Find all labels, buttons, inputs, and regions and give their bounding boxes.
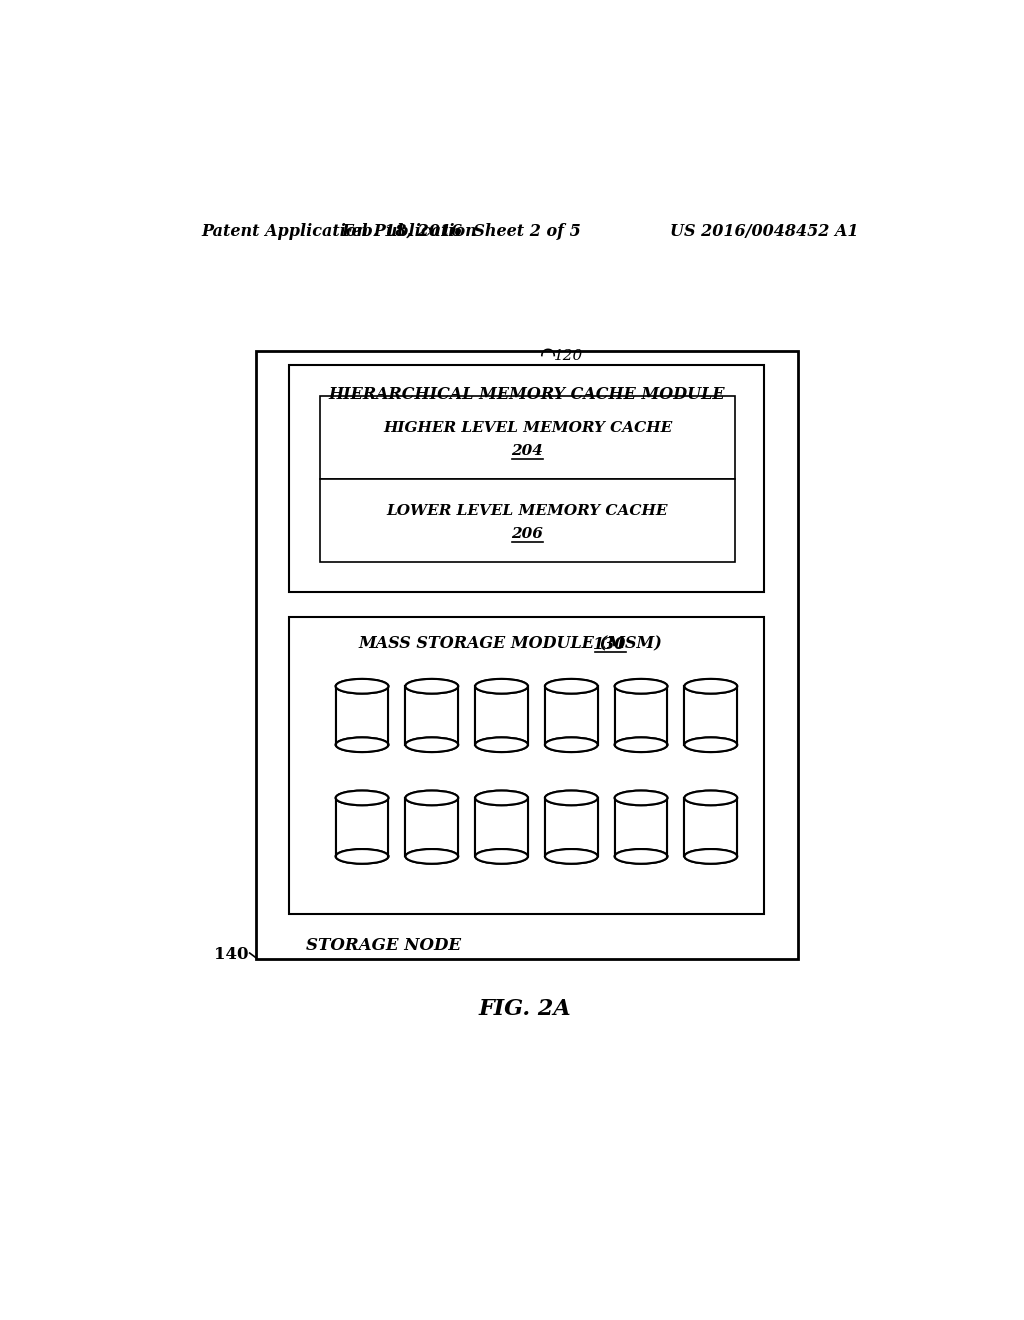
Text: US 2016/0048452 A1: US 2016/0048452 A1 [671, 223, 859, 240]
Text: Feb. 18, 2016  Sheet 2 of 5: Feb. 18, 2016 Sheet 2 of 5 [341, 223, 582, 240]
Text: Patent Application Publication: Patent Application Publication [202, 223, 477, 240]
Text: MASS STORAGE MODULE (MSM): MASS STORAGE MODULE (MSM) [359, 636, 663, 653]
Ellipse shape [406, 738, 458, 752]
Ellipse shape [614, 678, 668, 693]
Ellipse shape [614, 791, 668, 805]
Bar [546, 797, 597, 857]
Ellipse shape [614, 849, 668, 863]
Bar [406, 797, 458, 857]
Ellipse shape [684, 738, 737, 752]
Bar [475, 797, 527, 857]
Ellipse shape [684, 791, 737, 805]
Bar [336, 797, 388, 857]
Text: 130: 130 [593, 636, 627, 653]
Bar [289, 364, 764, 591]
Ellipse shape [475, 738, 528, 752]
Ellipse shape [406, 678, 458, 693]
Text: 120: 120 [554, 348, 583, 363]
Ellipse shape [406, 678, 458, 693]
Text: LOWER LEVEL MEMORY CACHE: LOWER LEVEL MEMORY CACHE [387, 504, 669, 517]
Ellipse shape [545, 678, 598, 693]
Ellipse shape [545, 849, 598, 863]
Ellipse shape [684, 791, 737, 805]
Text: HIERARCHICAL MEMORY CACHE MODULE: HIERARCHICAL MEMORY CACHE MODULE [328, 385, 725, 403]
Ellipse shape [545, 738, 598, 752]
Bar [475, 686, 527, 744]
Ellipse shape [406, 791, 458, 805]
Bar [321, 396, 735, 479]
Text: STORAGE NODE: STORAGE NODE [306, 937, 461, 954]
Bar [685, 797, 736, 857]
Ellipse shape [336, 678, 388, 693]
Ellipse shape [336, 738, 388, 752]
Ellipse shape [684, 678, 737, 693]
Ellipse shape [475, 678, 528, 693]
Bar [615, 797, 667, 857]
Text: FIG. 2A: FIG. 2A [478, 998, 571, 1020]
Ellipse shape [545, 791, 598, 805]
Ellipse shape [475, 849, 528, 863]
Ellipse shape [336, 738, 388, 752]
Ellipse shape [614, 738, 668, 752]
Ellipse shape [684, 849, 737, 863]
Ellipse shape [475, 738, 528, 752]
Bar [289, 618, 764, 913]
Ellipse shape [475, 849, 528, 863]
Text: HIGHER LEVEL MEMORY CACHE: HIGHER LEVEL MEMORY CACHE [383, 421, 672, 434]
Text: 206: 206 [512, 527, 544, 541]
Ellipse shape [475, 791, 528, 805]
Ellipse shape [336, 791, 388, 805]
Ellipse shape [336, 849, 388, 863]
Ellipse shape [684, 849, 737, 863]
Ellipse shape [545, 791, 598, 805]
Ellipse shape [614, 738, 668, 752]
Ellipse shape [475, 791, 528, 805]
Ellipse shape [406, 738, 458, 752]
Ellipse shape [406, 849, 458, 863]
Ellipse shape [545, 738, 598, 752]
Ellipse shape [475, 678, 528, 693]
Bar [256, 351, 799, 960]
Text: 140: 140 [214, 946, 248, 964]
Ellipse shape [614, 849, 668, 863]
Ellipse shape [336, 849, 388, 863]
Bar [685, 686, 736, 744]
Ellipse shape [406, 849, 458, 863]
Ellipse shape [614, 678, 668, 693]
Bar [321, 479, 735, 562]
Ellipse shape [545, 678, 598, 693]
Ellipse shape [336, 791, 388, 805]
Ellipse shape [684, 738, 737, 752]
Bar [406, 686, 458, 744]
Ellipse shape [614, 791, 668, 805]
Ellipse shape [545, 849, 598, 863]
Ellipse shape [336, 678, 388, 693]
Bar [336, 686, 388, 744]
Ellipse shape [684, 678, 737, 693]
Bar [546, 686, 597, 744]
Bar [615, 686, 667, 744]
Text: 204: 204 [512, 444, 544, 458]
Ellipse shape [406, 791, 458, 805]
